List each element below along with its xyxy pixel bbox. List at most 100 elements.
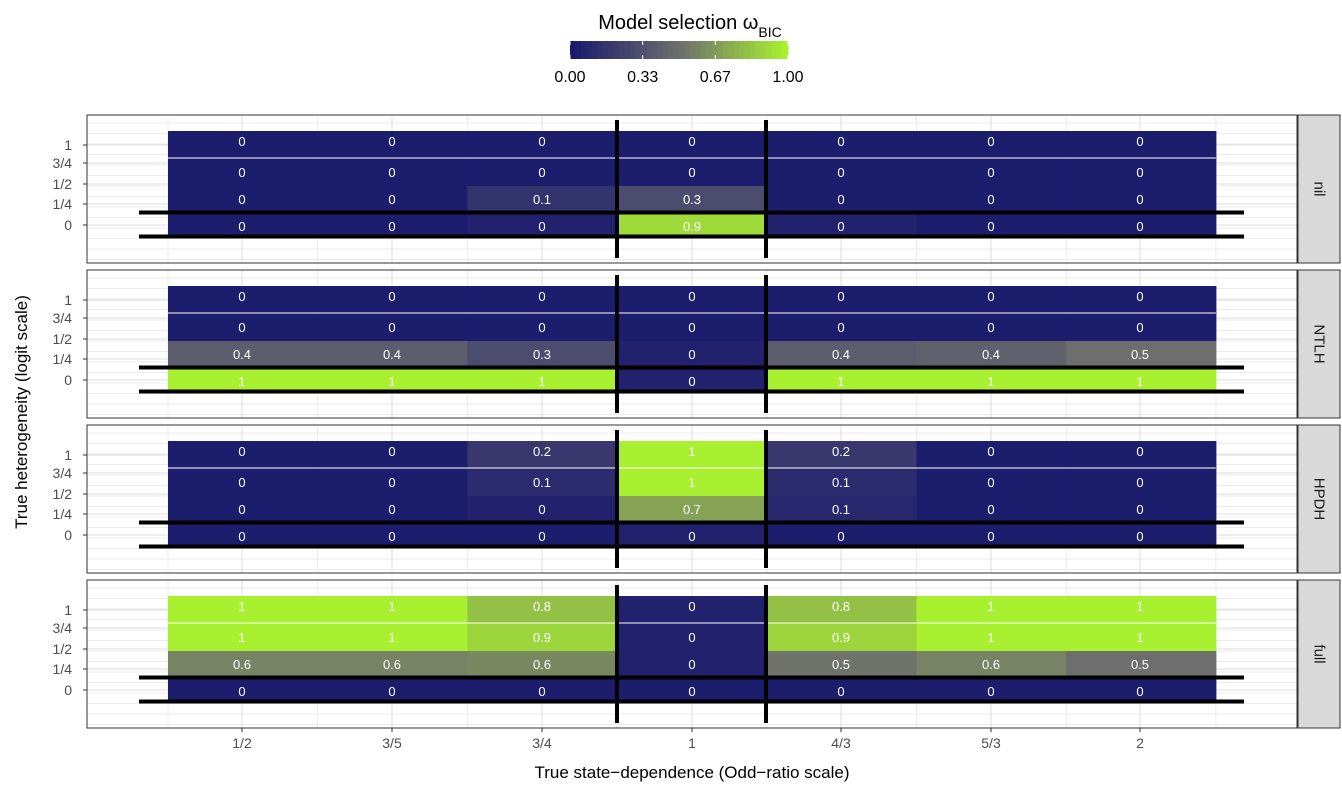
legend-swatch <box>646 41 653 59</box>
facet-strip-background <box>1297 269 1341 419</box>
legend-swatch <box>744 41 751 59</box>
facet-strip-background <box>1297 114 1341 264</box>
facet-strip-label: HPDH <box>1311 478 1328 521</box>
heatmap-cell <box>317 213 468 238</box>
cell-value-label: 0.2 <box>533 444 551 459</box>
cell-value-label: 0 <box>388 134 395 149</box>
reference-lines <box>139 275 1244 413</box>
heatmap-cell <box>617 158 768 186</box>
heatmap-cell <box>1066 496 1217 523</box>
reference-lines <box>139 585 1244 723</box>
cell-value-label: 0 <box>388 165 395 180</box>
heatmap-cell <box>916 441 1067 468</box>
cell-value-label: 0.9 <box>683 219 701 234</box>
x-tick-label: 4/3 <box>831 735 851 751</box>
heatmap-cell <box>317 678 468 703</box>
legend-title: Model selection ωBIC <box>598 12 781 40</box>
heatmap-cell <box>317 623 468 651</box>
cell-value-label: 0 <box>538 165 545 180</box>
heatmap-cell <box>1066 286 1217 313</box>
cell-value-label: 0 <box>987 192 994 207</box>
heatmap-cell <box>617 186 768 213</box>
cell-value-label: 0 <box>388 684 395 699</box>
y-tick-label: 1/2 <box>53 176 73 192</box>
legend-swatch <box>679 41 685 59</box>
heatmap-cell <box>168 313 319 341</box>
heatmap-cell <box>916 131 1067 158</box>
legend-tick-label: 0.67 <box>700 69 731 86</box>
cell-value-label: 0 <box>388 192 395 207</box>
heatmap-cell <box>916 313 1067 341</box>
heatmap-cell <box>467 678 618 703</box>
heatmap-cell <box>317 651 468 678</box>
heatmap-cell <box>1066 341 1217 368</box>
legend-swatch <box>586 41 593 59</box>
cell-value-label: 0 <box>238 444 245 459</box>
heatmap-cell <box>467 496 618 523</box>
cell-value-label: 0 <box>688 684 695 699</box>
heatmap-cell <box>467 368 618 393</box>
legend-swatch <box>570 41 576 59</box>
heatmap-cell <box>617 596 768 623</box>
panel-nil: 0 0 0 0 0 0 0 0 0 0 0 0 0 0 0 0 0.1 0.3 0 0 0 0 0 0 0.9 0 0 0 1 3/4 1/… <box>53 114 1341 264</box>
panel-border <box>86 424 1298 574</box>
y-tick-label: 0 <box>64 372 72 388</box>
y-axis-ticks: 1 3/4 1/2 1/4 0 <box>53 447 87 543</box>
x-tick-label: 3/5 <box>382 735 402 751</box>
heatmap-cell <box>1066 213 1217 238</box>
cell-value-label: 0 <box>688 529 695 544</box>
cell-value-label: 0.3 <box>533 347 551 362</box>
legend-swatch <box>580 41 587 59</box>
legend-swatch <box>722 41 729 59</box>
cell-value-label: 0 <box>388 502 395 517</box>
legend-swatch <box>651 41 658 59</box>
cell-value-label: 0.6 <box>383 657 401 672</box>
cell-value-label: 0 <box>1136 475 1143 490</box>
heatmap-cell <box>317 468 468 496</box>
panel-border <box>86 269 1298 419</box>
cell-value-label: 0 <box>238 684 245 699</box>
x-tick-label: 3/4 <box>532 735 552 751</box>
cell-labels: 0 0 0 0 0 0 0 0 0 0 0 0 0 0 0.4 0.4 0.3 0 0.4 0.4 0.5 1 1 1 0 1 1 1 <box>233 289 1149 389</box>
reference-lines <box>139 430 1244 568</box>
heatmap-cell <box>617 651 768 678</box>
cell-value-label: 0 <box>688 630 695 645</box>
cell-value-label: 1 <box>388 374 395 389</box>
cell-value-label: 0.5 <box>832 657 850 672</box>
heatmap-cell <box>467 441 618 468</box>
heatmap-cell <box>1066 468 1217 496</box>
heatmap-cell <box>766 286 917 313</box>
heatmap-cell <box>317 313 468 341</box>
heatmap-cell <box>916 496 1067 523</box>
y-tick-label: 1/4 <box>53 196 73 212</box>
cell-value-label: 0 <box>688 599 695 614</box>
y-tick-label: 3/4 <box>53 310 73 326</box>
panel-hpdh: 0 0 0.2 1 0.2 0 00 0 0.1 1 0.1 0 00 0 0 0.7 0.1 0 00 0 0 0 0 0 0… <box>53 424 1341 574</box>
heatmap-cell <box>1066 441 1217 468</box>
cell-value-label: 0 <box>238 529 245 544</box>
heatmap-cell <box>617 341 768 368</box>
legend-tick-label: 1.00 <box>772 69 803 86</box>
y-tick-label: 1/2 <box>53 641 73 657</box>
heatmap-cell <box>1066 623 1217 651</box>
legend-swatch <box>619 41 625 59</box>
cell-value-label: 0 <box>1136 134 1143 149</box>
heatmap-cell <box>317 596 468 623</box>
legend-swatch <box>673 41 680 59</box>
heatmap-cell <box>1066 158 1217 186</box>
heatmap-cell <box>916 523 1067 548</box>
legend-swatch <box>689 41 696 59</box>
cell-value-label: 0 <box>1136 165 1143 180</box>
heatmap-cell <box>467 286 618 313</box>
cell-value-label: 0.8 <box>832 599 850 614</box>
legend-swatch <box>760 41 767 59</box>
heatmap-cell <box>1066 368 1217 393</box>
cell-value-label: 0 <box>837 219 844 234</box>
legend-swatch <box>749 41 756 59</box>
y-axis-ticks: 1 3/4 1/2 1/4 0 <box>53 137 87 233</box>
y-tick-label: 1 <box>64 447 72 463</box>
heatmap-cell <box>766 341 917 368</box>
facet-strip-background <box>1297 579 1341 729</box>
y-tick-label: 1/2 <box>53 486 73 502</box>
cell-value-label: 0 <box>987 444 994 459</box>
